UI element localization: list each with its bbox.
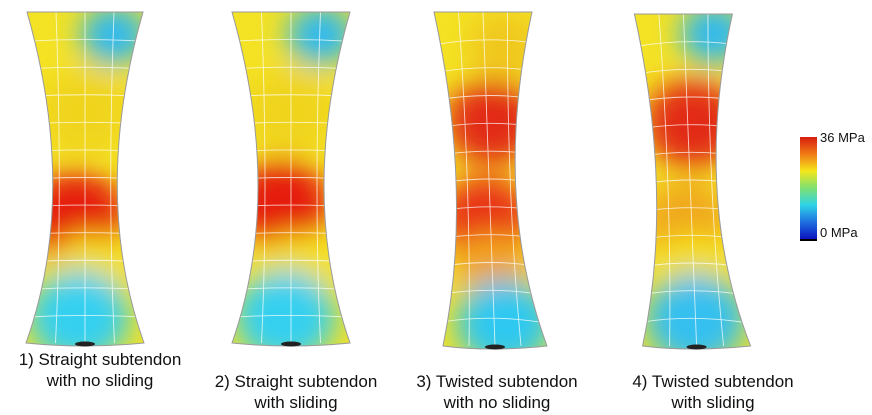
panel-3-caption: 3) Twisted subtendon with no sliding [397,371,597,413]
stress-colorbar [800,137,817,241]
tendon-1-base-mark [75,341,95,347]
panel-4-caption-line1: 4) Twisted subtendon [632,372,794,391]
colorbar-min-label: 0 MPa [820,225,858,240]
tendon-panel-2 [231,11,351,347]
tendon-3-base-mark [485,344,505,350]
panel-4-caption: 4) Twisted subtendon with sliding [613,371,813,413]
panel-1-caption-line2: with no sliding [46,371,154,390]
panel-2-caption-line1: 2) Straight subtendon [214,372,378,391]
panel-1-caption-line1: 1) Straight subtendon [18,350,182,369]
tendon-panel-4 [633,13,752,350]
colorbar-max-label: 36 MPa [820,130,865,145]
tendon-2-stress-region-1 [287,12,350,66]
tendon-4-stress-region-1 [680,14,747,64]
panel-2-caption-line2: with sliding [254,393,338,412]
tendon-panel-1 [25,11,145,347]
tendon-2-base-mark [281,341,301,347]
tendon-1-stress-region-5 [28,270,130,346]
panel-4-caption-line2: with sliding [671,393,755,412]
panel-3-caption-line1: 3) Twisted subtendon [416,372,578,391]
tendon-4-base-mark [686,344,707,350]
tendon-2-stress-region-5 [234,270,336,346]
tendon-panel-3 [433,11,548,350]
colorbar-gradient [800,137,817,239]
panel-1-caption: 1) Straight subtendon with no sliding [0,349,200,391]
panel-3-caption-line2: with no sliding [443,393,551,412]
tendon-1-stress-region-1 [81,12,144,66]
tendon-2-stress-region-3 [233,159,330,248]
tendon-3-stress-region-5 [456,278,547,349]
panel-2-caption: 2) Straight subtendon with sliding [196,371,396,413]
tendon-panels [25,11,752,350]
